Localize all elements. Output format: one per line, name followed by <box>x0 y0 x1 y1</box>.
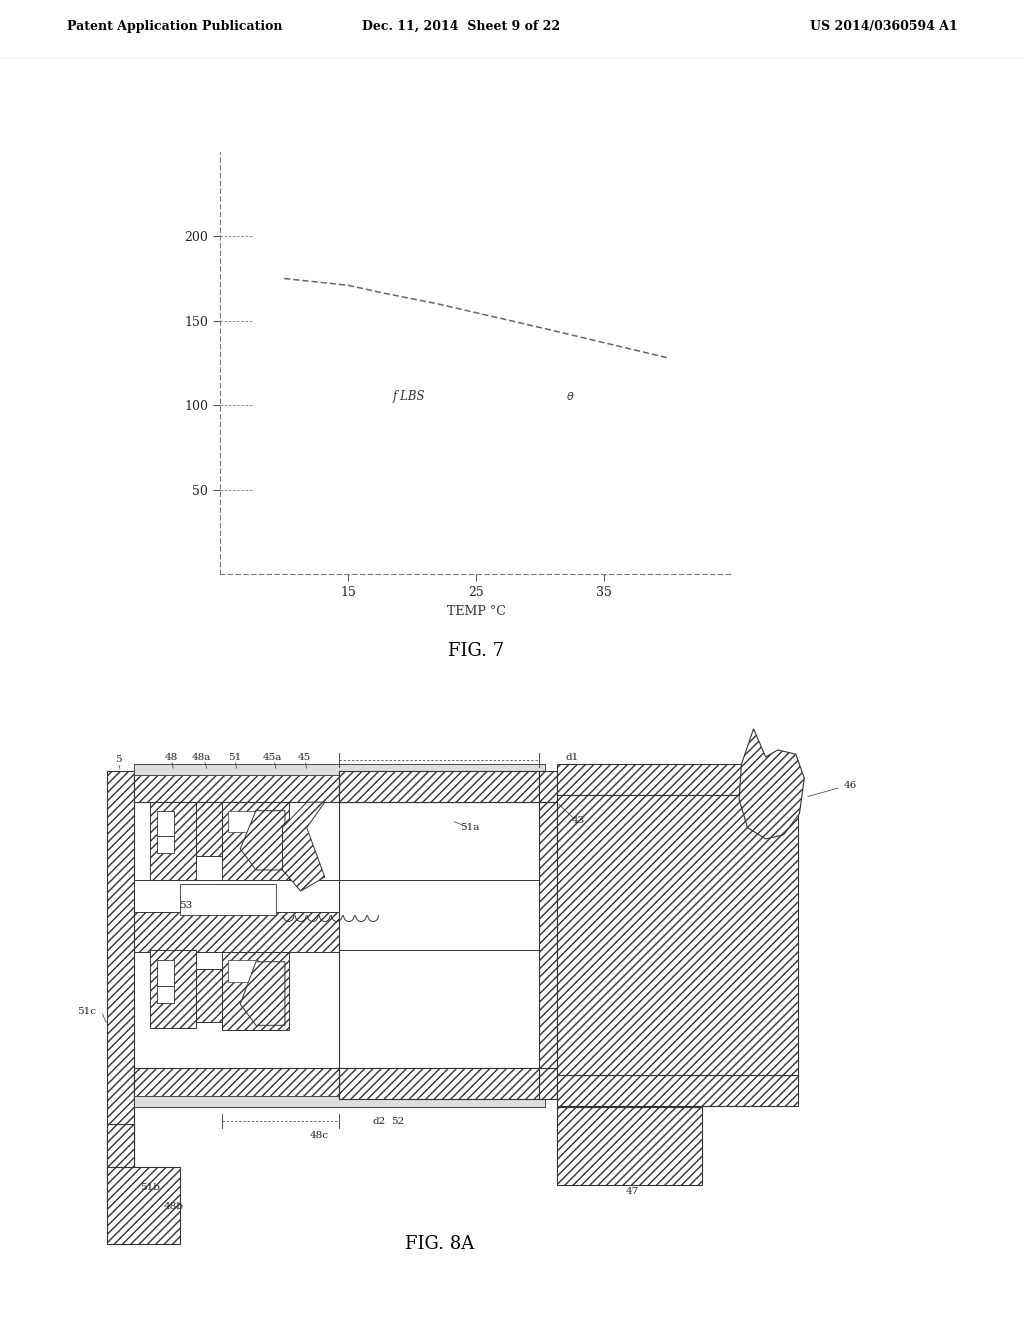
Text: 46: 46 <box>844 780 857 789</box>
Bar <box>557 764 799 795</box>
Bar <box>196 803 222 855</box>
Bar <box>557 1074 799 1106</box>
Text: FIG. 7: FIG. 7 <box>449 642 504 660</box>
Bar <box>222 952 289 1030</box>
Bar <box>157 961 174 986</box>
Text: 51b: 51b <box>139 1183 160 1192</box>
Polygon shape <box>283 803 325 891</box>
Text: 48: 48 <box>165 752 178 762</box>
Bar <box>108 1125 134 1209</box>
Bar <box>228 810 258 832</box>
Bar <box>539 771 557 803</box>
Bar <box>134 912 339 952</box>
Bar <box>339 771 539 803</box>
Bar <box>557 795 799 1074</box>
Text: 48a: 48a <box>191 752 211 762</box>
Bar <box>134 880 545 950</box>
Text: 53: 53 <box>179 900 193 909</box>
Text: 51: 51 <box>227 752 241 762</box>
Text: 43: 43 <box>571 816 585 825</box>
Bar <box>150 803 196 880</box>
Text: FIG. 8A: FIG. 8A <box>404 1236 474 1253</box>
Bar <box>157 986 174 1003</box>
Bar <box>196 969 222 1023</box>
Text: 48b: 48b <box>164 1201 184 1210</box>
Text: d1: d1 <box>566 752 579 762</box>
Bar <box>108 771 134 1167</box>
Text: 47: 47 <box>626 1188 639 1196</box>
Bar <box>108 1167 180 1245</box>
Polygon shape <box>241 810 285 870</box>
Text: 51a: 51a <box>460 824 479 832</box>
Polygon shape <box>739 729 804 840</box>
Text: Dec. 11, 2014  Sheet 9 of 22: Dec. 11, 2014 Sheet 9 of 22 <box>361 20 560 33</box>
Bar <box>134 771 545 803</box>
X-axis label: TEMP °C: TEMP °C <box>446 605 506 618</box>
Bar <box>539 803 557 1068</box>
Bar <box>134 1096 545 1107</box>
Bar <box>150 950 196 1028</box>
Text: 51c: 51c <box>78 1007 96 1015</box>
Text: 52: 52 <box>390 1117 403 1126</box>
Text: 5: 5 <box>115 755 122 764</box>
Bar <box>557 1107 701 1185</box>
Bar <box>157 810 174 836</box>
Text: d2: d2 <box>373 1117 386 1126</box>
Bar <box>339 1068 539 1098</box>
Bar <box>157 836 174 853</box>
Text: 48c: 48c <box>309 1131 329 1140</box>
Text: US 2014/0360594 A1: US 2014/0360594 A1 <box>810 20 957 33</box>
Bar <box>180 884 276 915</box>
Text: f LBS: f LBS <box>393 391 425 403</box>
Bar <box>134 764 545 775</box>
Text: 45a: 45a <box>263 752 283 762</box>
Bar <box>539 1068 557 1098</box>
Bar <box>228 961 258 982</box>
Bar <box>134 1068 545 1098</box>
Polygon shape <box>241 962 285 1026</box>
Text: 45: 45 <box>298 752 311 762</box>
Text: Patent Application Publication: Patent Application Publication <box>67 20 282 33</box>
Text: $\theta$: $\theta$ <box>565 391 574 403</box>
Bar <box>222 803 289 887</box>
